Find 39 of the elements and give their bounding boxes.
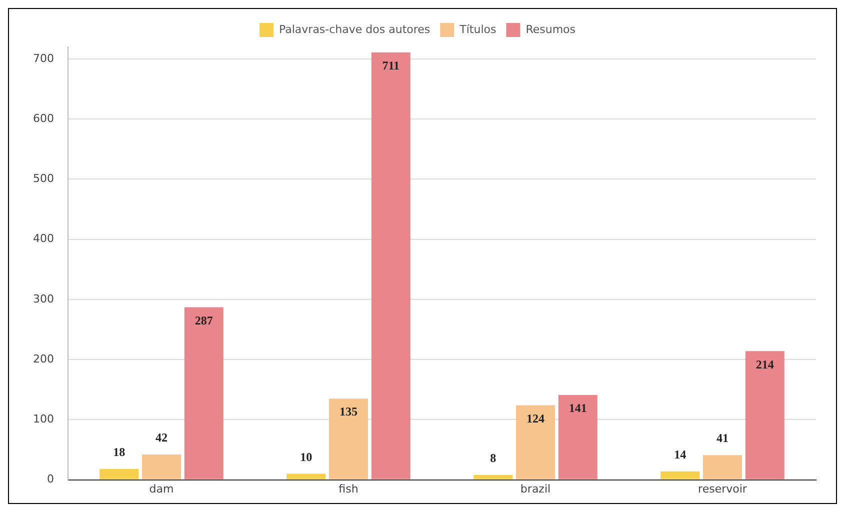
data-label: 287 (194, 313, 213, 328)
data-label: 711 (382, 58, 400, 73)
y-tick-label: 700 (32, 52, 54, 65)
data-label: 214 (756, 357, 774, 372)
y-tick-label: 600 (32, 112, 54, 125)
data-label: 8 (490, 451, 496, 466)
bar (329, 398, 368, 480)
bar (100, 468, 139, 480)
bar (142, 454, 181, 480)
y-tick-label: 0 (46, 472, 54, 486)
y-tick-label: 400 (32, 232, 54, 246)
bar (474, 474, 513, 480)
bar (371, 52, 410, 480)
data-label: 14 (674, 447, 686, 462)
x-tick-label: reservoir (698, 482, 748, 496)
data-label: 135 (339, 404, 358, 419)
y-tick-label: 500 (32, 172, 54, 186)
data-label: 10 (300, 450, 312, 464)
legend-label: Palavras-chave dos autores (278, 22, 430, 36)
y-tick-label: 300 (32, 292, 54, 306)
bar (660, 471, 700, 480)
data-label: 42 (155, 430, 168, 445)
legend-label: Resumos (526, 22, 576, 36)
bar (286, 474, 326, 480)
bar (516, 405, 555, 480)
data-label: 41 (716, 431, 728, 446)
bar (703, 455, 742, 480)
x-tick-label: brazil (520, 482, 551, 496)
data-label: 124 (526, 411, 544, 426)
legend-label: Títulos (458, 22, 496, 36)
bar (558, 395, 598, 480)
data-label: 141 (568, 401, 587, 416)
bar (745, 351, 784, 480)
x-tick-label: dam (149, 482, 174, 496)
x-tick-label: fish (338, 482, 358, 496)
y-tick-label: 200 (32, 352, 54, 366)
bar (184, 307, 224, 480)
data-label: 18 (113, 445, 126, 460)
y-tick-label: 100 (32, 412, 54, 426)
